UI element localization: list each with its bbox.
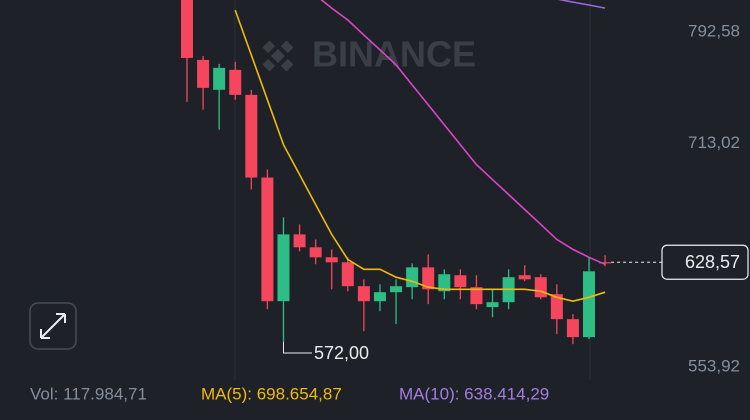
candle-body	[229, 69, 242, 95]
expand-button[interactable]	[29, 302, 77, 350]
y-tick-label: 553,92	[688, 356, 740, 375]
candle-body	[245, 94, 258, 178]
candle-body	[599, 262, 612, 264]
candle-body	[213, 67, 226, 90]
legend-ma5: MA(5): 698.654,87	[201, 384, 342, 403]
watermark-text: BINANCE	[312, 34, 476, 75]
watermark: BINANCE	[262, 34, 476, 75]
candle-body	[293, 234, 306, 248]
candle-body	[390, 286, 403, 293]
candle-body	[454, 275, 467, 288]
candle-body	[470, 287, 483, 305]
ma-line	[557, 0, 606, 9]
candle-body	[422, 267, 435, 290]
candle-body	[325, 257, 338, 263]
low-leader	[282, 341, 312, 354]
candle-body	[406, 267, 419, 288]
candle-body	[341, 262, 354, 287]
candle-body	[277, 234, 290, 302]
candle-body	[197, 59, 210, 88]
y-tick-label: 792,58	[688, 21, 740, 40]
volume-label: Vol: 117.984,71	[30, 384, 147, 403]
candle-body	[583, 271, 595, 338]
candle-body	[373, 292, 386, 302]
candle-body	[309, 247, 322, 258]
candle-body	[181, 0, 193, 58]
candle-body	[566, 319, 579, 338]
candle-body	[486, 302, 499, 308]
y-tick-label: 713,02	[688, 133, 740, 152]
legend-ma10: MA(10): 638.414,29	[399, 384, 549, 403]
candle-body	[518, 275, 531, 280]
candle-body	[438, 274, 451, 292]
low-label: 572,00	[314, 343, 369, 363]
candle-body	[357, 286, 370, 302]
last-price-label: 628,57	[685, 252, 740, 272]
candle-body	[261, 177, 274, 302]
ma-line	[234, 9, 606, 303]
candle-body	[534, 277, 547, 298]
ma-line	[320, 0, 606, 266]
candle-body	[550, 294, 563, 320]
last-price-box	[661, 244, 749, 280]
